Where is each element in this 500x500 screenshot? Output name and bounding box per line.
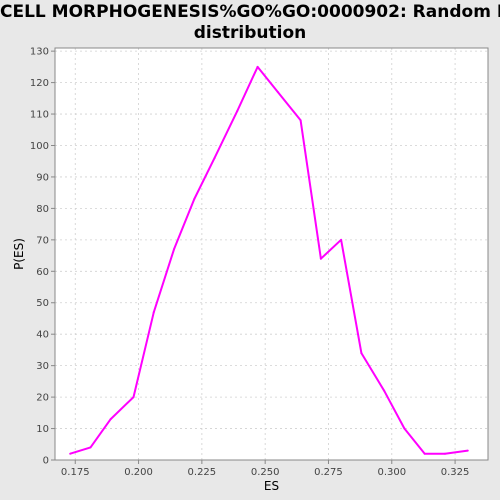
data-point bbox=[213, 157, 216, 160]
data-point bbox=[443, 452, 446, 455]
data-point bbox=[89, 446, 92, 449]
y-tick-label: 20 bbox=[36, 393, 49, 404]
plot-border bbox=[54, 47, 489, 461]
x-axis-label: ES bbox=[264, 479, 279, 493]
y-tick-label: 110 bbox=[30, 110, 49, 121]
data-point bbox=[109, 418, 112, 421]
data-point bbox=[69, 452, 72, 455]
data-point bbox=[360, 352, 363, 355]
chart-title-line-1: CELL MORPHOGENESIS%GO%GO:0000902: Random… bbox=[0, 2, 500, 22]
data-point bbox=[276, 91, 279, 94]
y-tick-label: 90 bbox=[36, 172, 49, 183]
x-tick-label: 0.325 bbox=[441, 467, 470, 478]
x-tick-label: 0.275 bbox=[314, 467, 343, 478]
y-tick-label: 100 bbox=[30, 141, 49, 152]
data-point bbox=[403, 427, 406, 430]
data-point bbox=[173, 248, 176, 251]
x-tick-label: 0.300 bbox=[377, 467, 406, 478]
data-point bbox=[383, 389, 386, 392]
chart-title-line-2: distribution bbox=[193, 23, 307, 43]
data-point bbox=[299, 119, 302, 122]
data-point bbox=[340, 238, 343, 241]
x-tick-label: 0.250 bbox=[251, 467, 280, 478]
y-tick-label: 60 bbox=[36, 267, 49, 278]
plot-area bbox=[55, 48, 488, 460]
y-tick-label: 70 bbox=[36, 235, 49, 246]
x-tick-label: 0.225 bbox=[188, 467, 217, 478]
x-tick-label: 0.175 bbox=[61, 467, 90, 478]
series-line bbox=[69, 65, 468, 455]
data-point bbox=[132, 396, 135, 399]
y-tick-label: 130 bbox=[30, 47, 49, 58]
y-tick-label: 120 bbox=[30, 78, 49, 89]
data-point bbox=[193, 197, 196, 200]
data-point bbox=[256, 65, 259, 68]
y-tick-label: 50 bbox=[36, 298, 49, 309]
data-point bbox=[466, 449, 469, 452]
data-point bbox=[152, 311, 155, 314]
y-tick-label: 80 bbox=[36, 204, 49, 215]
y-tick-label: 30 bbox=[36, 361, 49, 372]
x-tick-label: 0.200 bbox=[124, 467, 153, 478]
y-tick-label: 10 bbox=[36, 424, 49, 435]
y-axis-label: P(ES) bbox=[12, 238, 26, 270]
data-point bbox=[319, 257, 322, 260]
y-tick-label: 0 bbox=[43, 456, 49, 467]
data-point bbox=[423, 452, 426, 455]
y-tick-label: 40 bbox=[36, 330, 49, 341]
data-point bbox=[236, 109, 239, 112]
